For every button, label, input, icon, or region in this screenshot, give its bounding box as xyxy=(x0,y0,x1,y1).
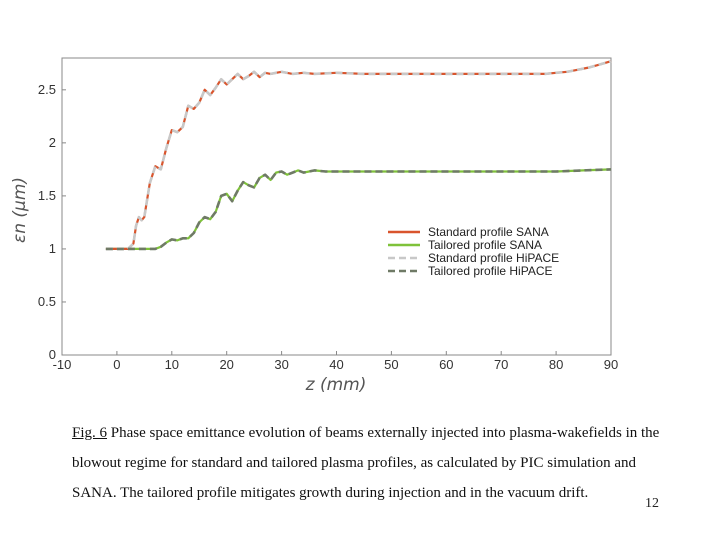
figure-label: Fig. 6 xyxy=(72,425,108,441)
y-tick-label: 2 xyxy=(49,135,56,150)
y-axis-label: εn (μm) xyxy=(10,177,30,243)
y-tick-label: 0 xyxy=(49,347,56,362)
series-line-3 xyxy=(105,168,612,251)
axis-ticks xyxy=(61,89,612,356)
legend-label: Tailored profile SANA xyxy=(428,238,542,252)
x-tick-label: 60 xyxy=(439,357,453,372)
y-tick-label: 1.5 xyxy=(38,188,56,203)
page-number: 12 xyxy=(645,496,659,511)
x-tick-label: 70 xyxy=(494,357,508,372)
legend-label: Standard profile HiPACE xyxy=(428,251,559,265)
y-tick-label: 0.5 xyxy=(38,294,56,309)
x-axis-label: z (mm) xyxy=(305,375,367,395)
x-tick-label: 80 xyxy=(549,357,563,372)
legend-label: Standard profile SANA xyxy=(428,225,549,239)
y-tick-label: 1 xyxy=(49,241,56,256)
x-tick-label: -10 xyxy=(53,357,72,372)
figure-caption: Fig. 6 Phase space emittance evolution o… xyxy=(72,418,672,508)
x-tick-label: 30 xyxy=(274,357,288,372)
x-tick-label: 90 xyxy=(604,357,618,372)
x-tick-label: 20 xyxy=(219,357,233,372)
legend-label: Tailored profile HiPACE xyxy=(428,264,553,278)
series-lines xyxy=(105,59,612,251)
series-line-2 xyxy=(105,59,612,251)
plot-area xyxy=(61,57,612,356)
x-tick-label: 40 xyxy=(329,357,343,372)
x-tick-label: 0 xyxy=(113,357,120,372)
x-tick-label: 10 xyxy=(165,357,179,372)
x-tick-label: 50 xyxy=(384,357,398,372)
caption-text: Phase space emittance evolution of beams… xyxy=(72,425,660,501)
y-tick-label: 2.5 xyxy=(38,82,56,97)
